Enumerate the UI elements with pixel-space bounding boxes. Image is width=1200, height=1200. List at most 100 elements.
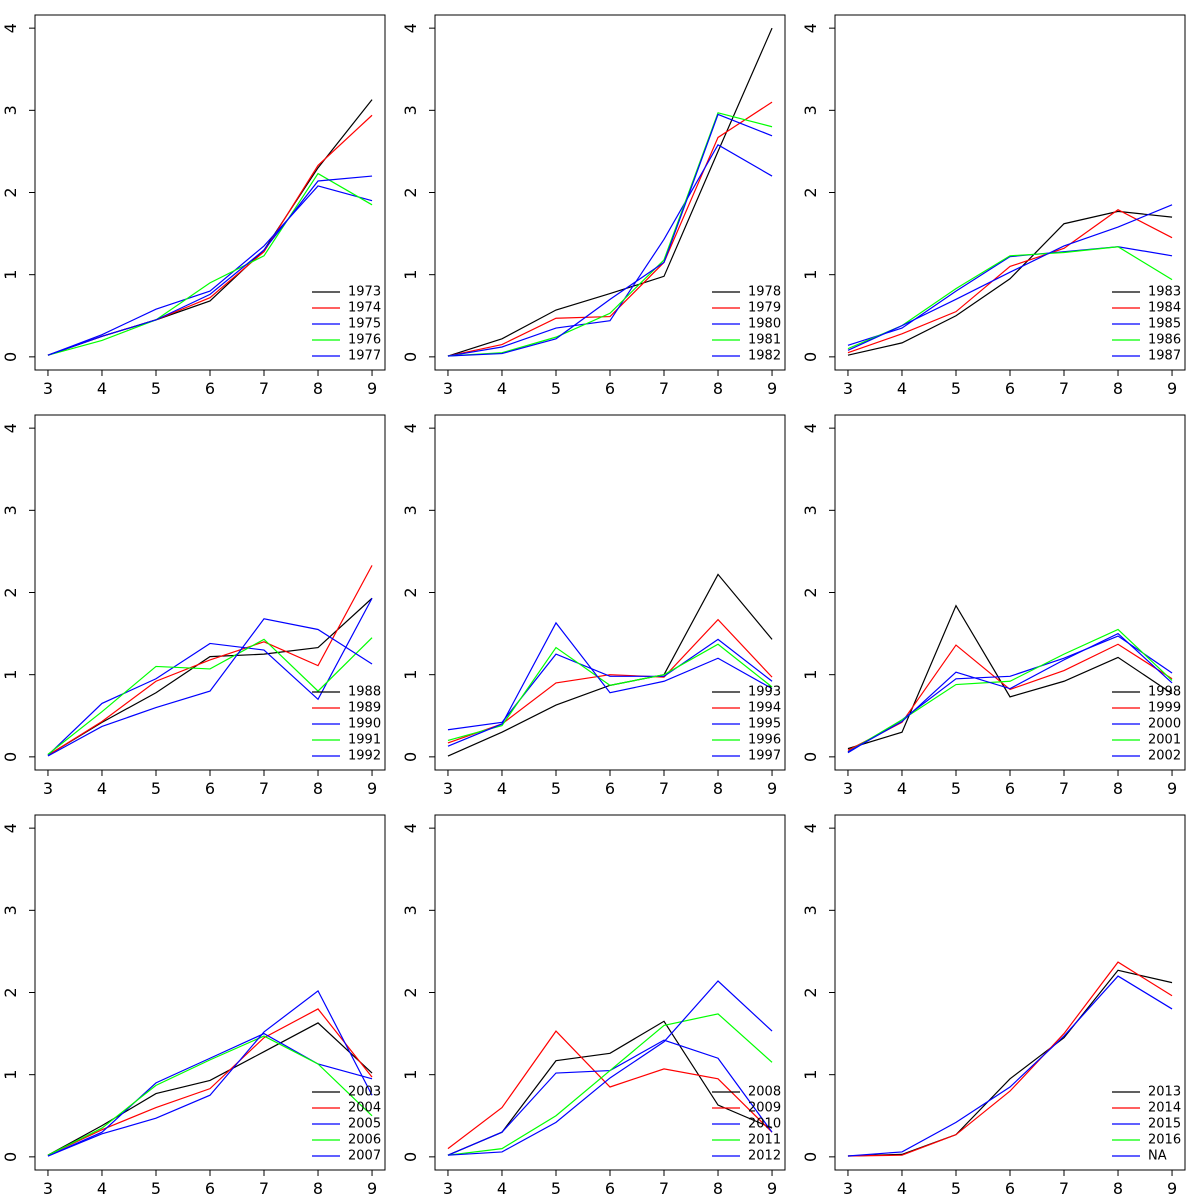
x-tick-label: 5 xyxy=(951,779,961,798)
x-tick-label: 4 xyxy=(897,779,907,798)
series-line xyxy=(47,99,373,356)
x-tick-label: 7 xyxy=(259,379,269,398)
x-tick-label: 6 xyxy=(605,779,615,798)
x-tick-label: 6 xyxy=(1005,779,1015,798)
x-tick-label: 3 xyxy=(443,379,453,398)
x-tick-label: 8 xyxy=(313,1179,323,1198)
series-line xyxy=(47,114,373,356)
plot-frame xyxy=(834,814,1186,1171)
y-tick-label: 4 xyxy=(801,423,820,433)
y-tick-label: 4 xyxy=(401,23,420,33)
legend-label: 1984 xyxy=(1148,301,1181,316)
series-line xyxy=(447,573,773,757)
x-tick-label: 9 xyxy=(367,779,377,798)
y-tick-label: 4 xyxy=(1,23,20,33)
legend-label: 2006 xyxy=(348,1133,381,1148)
x-tick-label: 7 xyxy=(659,379,669,398)
series-line xyxy=(447,638,773,731)
x-tick-label: 3 xyxy=(443,1179,453,1198)
series-line xyxy=(447,113,773,357)
legend-label: 1981 xyxy=(748,333,781,348)
series-line xyxy=(47,175,373,356)
y-tick-label: 1 xyxy=(1,670,20,680)
x-tick-label: 5 xyxy=(151,779,161,798)
y-tick-label: 4 xyxy=(401,823,420,833)
y-tick-label: 1 xyxy=(401,270,420,280)
y-tick-label: 3 xyxy=(401,105,420,115)
y-tick-label: 3 xyxy=(1,505,20,515)
legend-label: 2001 xyxy=(1148,733,1181,748)
x-tick-label: 5 xyxy=(551,1179,561,1198)
x-tick-label: 5 xyxy=(951,379,961,398)
legend-label: 1990 xyxy=(348,717,381,732)
series-line xyxy=(47,1022,373,1156)
series-line xyxy=(847,246,1173,350)
x-tick-label: 6 xyxy=(205,1179,215,1198)
x-tick-label: 7 xyxy=(1059,779,1069,798)
series-line xyxy=(47,185,373,356)
legend-label: 1994 xyxy=(748,701,781,716)
legend-label: 2007 xyxy=(348,1149,381,1164)
x-tick-label: 4 xyxy=(97,379,107,398)
x-tick-label: 8 xyxy=(713,1179,723,1198)
x-tick-label: 7 xyxy=(1059,379,1069,398)
legend-label: 2009 xyxy=(748,1101,781,1116)
y-tick-label: 4 xyxy=(801,823,820,833)
x-tick-label: 9 xyxy=(367,379,377,398)
y-tick-label: 4 xyxy=(801,23,820,33)
x-tick-label: 4 xyxy=(97,1179,107,1198)
x-tick-label: 6 xyxy=(205,779,215,798)
series-line xyxy=(447,1030,773,1150)
y-tick-label: 0 xyxy=(1,1152,20,1162)
legend-label: 1978 xyxy=(748,285,781,300)
x-tick-label: 7 xyxy=(1059,1179,1069,1198)
x-tick-label: 6 xyxy=(205,379,215,398)
y-tick-label: 0 xyxy=(1,752,20,762)
x-tick-label: 7 xyxy=(659,779,669,798)
y-tick-label: 1 xyxy=(1,270,20,280)
legend-label: 1983 xyxy=(1148,285,1181,300)
y-tick-label: 2 xyxy=(801,187,820,197)
y-tick-label: 1 xyxy=(801,270,820,280)
series-line xyxy=(847,628,1173,753)
legend-label: 1993 xyxy=(748,685,781,700)
legend-label: 1991 xyxy=(348,733,381,748)
y-tick-label: 3 xyxy=(401,905,420,915)
series-line xyxy=(447,112,773,357)
legend-label: 2000 xyxy=(1148,717,1181,732)
legend-label: 2005 xyxy=(348,1117,381,1132)
x-tick-label: 8 xyxy=(313,779,323,798)
series-line xyxy=(847,975,1173,1157)
legend-label: 1995 xyxy=(748,717,781,732)
legend-label: 2003 xyxy=(348,1085,381,1100)
x-tick-label: 9 xyxy=(1167,779,1177,798)
x-tick-label: 8 xyxy=(313,379,323,398)
x-tick-label: 5 xyxy=(551,779,561,798)
x-tick-label: 5 xyxy=(551,379,561,398)
legend-label: 1992 xyxy=(348,749,381,764)
legend-label: 1998 xyxy=(1148,685,1181,700)
plot-frame xyxy=(34,14,386,371)
legend-label: NA xyxy=(1148,1149,1167,1164)
x-tick-label: 6 xyxy=(605,379,615,398)
series-line xyxy=(47,597,373,756)
series-line xyxy=(847,635,1173,754)
series-line xyxy=(847,604,1173,750)
series-line xyxy=(847,969,1173,1157)
y-tick-label: 3 xyxy=(801,505,820,515)
x-tick-label: 3 xyxy=(43,1179,53,1198)
y-tick-label: 3 xyxy=(801,905,820,915)
legend-label: 1974 xyxy=(348,301,381,316)
legend-label: 1977 xyxy=(348,349,381,364)
series-line xyxy=(47,597,373,756)
y-tick-label: 3 xyxy=(401,505,420,515)
y-tick-label: 4 xyxy=(401,423,420,433)
y-tick-label: 0 xyxy=(401,352,420,362)
x-tick-label: 3 xyxy=(843,1179,853,1198)
x-tick-label: 9 xyxy=(367,1179,377,1198)
y-tick-label: 2 xyxy=(801,987,820,997)
series-line xyxy=(847,246,1173,346)
y-tick-label: 2 xyxy=(401,187,420,197)
legend-label: 2008 xyxy=(748,1085,781,1100)
